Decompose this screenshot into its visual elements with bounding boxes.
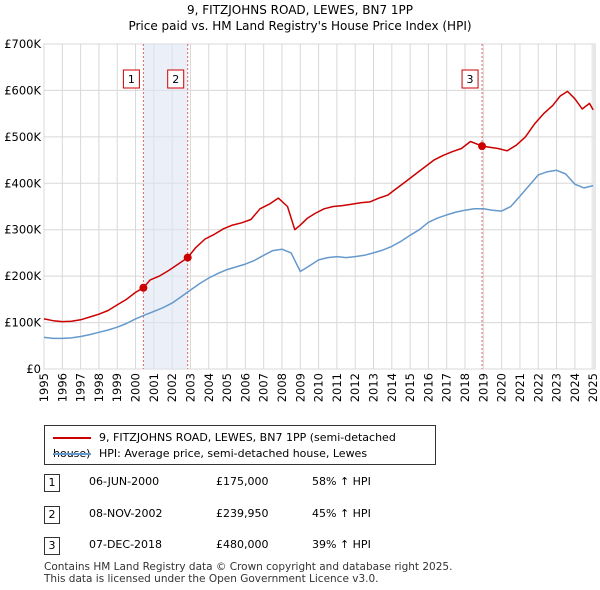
y-tick-label: £200K: [4, 269, 41, 283]
legend-label-hpi: HPI: Average price, semi-detached house,…: [99, 447, 368, 460]
x-tick-label: 2007: [257, 373, 271, 402]
x-tick-label: 1997: [74, 373, 88, 402]
y-tick-label: £600K: [4, 83, 41, 97]
x-tick-label: 2012: [348, 373, 362, 402]
sale-price: £239,950: [216, 507, 269, 520]
x-tick-label: 2017: [440, 373, 454, 402]
sale-hpi-change: 39% ↑ HPI: [312, 538, 371, 551]
plot-background: [44, 44, 595, 369]
series-lines: [43, 90, 594, 340]
x-tick-label: 2016: [421, 373, 435, 402]
x-tick-label: 2000: [129, 373, 143, 402]
x-tick-label: 2023: [550, 373, 564, 402]
x-tick-label: 2002: [165, 373, 179, 402]
sale-number-badge: 3: [44, 537, 60, 555]
sale-span-shading: [143, 44, 595, 369]
x-tick-label: 2020: [495, 373, 509, 402]
sale-points: [139, 142, 487, 292]
y-tick-label: £0: [26, 362, 41, 376]
x-tick-label: 2022: [531, 373, 545, 402]
chart-title: 9, FITZJOHNS ROAD, LEWES, BN7 1PP: [187, 3, 413, 17]
footer-copyright: Contains HM Land Registry data © Crown c…: [44, 561, 453, 573]
sale-span-band: [143, 44, 188, 369]
sale-label-box: [461, 69, 479, 89]
x-tick-label: 2011: [330, 373, 344, 402]
x-tick-label: 2025: [586, 373, 600, 402]
chart-subtitle: Price paid vs. HM Land Registry's House …: [128, 19, 471, 33]
grid-lines: [43, 43, 595, 370]
y-tick-label: £300K: [4, 223, 41, 237]
sale-hpi-change: 45% ↑ HPI: [312, 507, 371, 520]
x-tick-label: 2001: [147, 373, 161, 402]
sale-date: 08-NOV-2002: [89, 507, 163, 520]
y-tick-label: £700K: [4, 37, 41, 51]
plot-area: [43, 43, 596, 370]
x-tick-label: 1998: [92, 373, 106, 402]
x-tick-label: 2009: [293, 373, 307, 402]
sale-date: 06-JUN-2000: [89, 475, 160, 488]
sale-point: [183, 253, 192, 262]
x-tick-label: 1995: [37, 373, 51, 402]
x-tick-label: 2003: [183, 373, 197, 402]
footer-attribution: Contains HM Land Registry data © Crown c…: [44, 561, 452, 585]
x-tick-label: 2024: [568, 373, 582, 402]
sale-hpi-change: 58% ↑ HPI: [312, 475, 371, 488]
x-tick-label: 2021: [513, 373, 527, 402]
x-tick-label: 2013: [367, 373, 381, 402]
x-tick-label: 2005: [220, 373, 234, 402]
legend: 9, FITZJOHNS ROAD, LEWES, BN7 1PP (semi-…: [44, 425, 436, 465]
sale-label-text: 2: [172, 73, 179, 86]
forecast-band: [591, 44, 595, 369]
sale-point: [478, 142, 487, 151]
x-axis: 1995 1996 1997 1998 1999 2000 2001 2002 2003 2004…: [37, 373, 600, 402]
sale-price: £175,000: [216, 475, 269, 488]
y-tick-label: £500K: [4, 130, 41, 144]
sale-date: 07-DEC-2018: [89, 538, 163, 551]
sale-number-badge: 2: [44, 506, 60, 524]
x-tick-label: 2018: [458, 373, 472, 402]
legend-item-property: 9, FITZJOHNS ROAD, LEWES, BN7 1PP (semi-…: [53, 430, 435, 460]
sale-label-box: [167, 69, 185, 89]
y-tick-label: £100K: [4, 316, 41, 330]
x-tick-label: 2019: [476, 373, 490, 402]
sale-price: £480,000: [216, 538, 269, 551]
sale-marker-labels: 1 2 3: [122, 69, 479, 89]
series-line-property: [43, 90, 594, 323]
x-tick-label: 2006: [238, 373, 252, 402]
series-line-hpi: [43, 169, 594, 340]
sale-number-badge: 1: [44, 474, 60, 492]
footer-licence: This data is licensed under the Open Gov…: [44, 573, 379, 585]
y-axis: £0 £100K £200K £300K £400K £500K £600K £700K: [4, 37, 41, 376]
legend-swatch-property: [53, 437, 91, 439]
sale-point: [139, 283, 148, 292]
x-tick-label: 2015: [403, 373, 417, 402]
y-tick-label: £400K: [4, 176, 41, 190]
sale-label-box: [122, 69, 140, 89]
price-chart: 9, FITZJOHNS ROAD, LEWES, BN7 1PP Price …: [4, 3, 600, 402]
x-tick-label: 1999: [110, 373, 124, 402]
legend-item-hpi: HPI: Average price, semi-detached house,…: [53, 446, 367, 462]
x-tick-label: 1996: [55, 373, 69, 402]
x-tick-label: 2010: [312, 373, 326, 402]
x-tick-label: 2004: [202, 373, 216, 402]
sale-label-text: 3: [467, 73, 474, 86]
sale-label-text: 1: [128, 73, 135, 86]
legend-swatch-hpi: [53, 453, 91, 455]
x-tick-label: 2008: [275, 373, 289, 402]
x-tick-label: 2014: [385, 373, 399, 402]
